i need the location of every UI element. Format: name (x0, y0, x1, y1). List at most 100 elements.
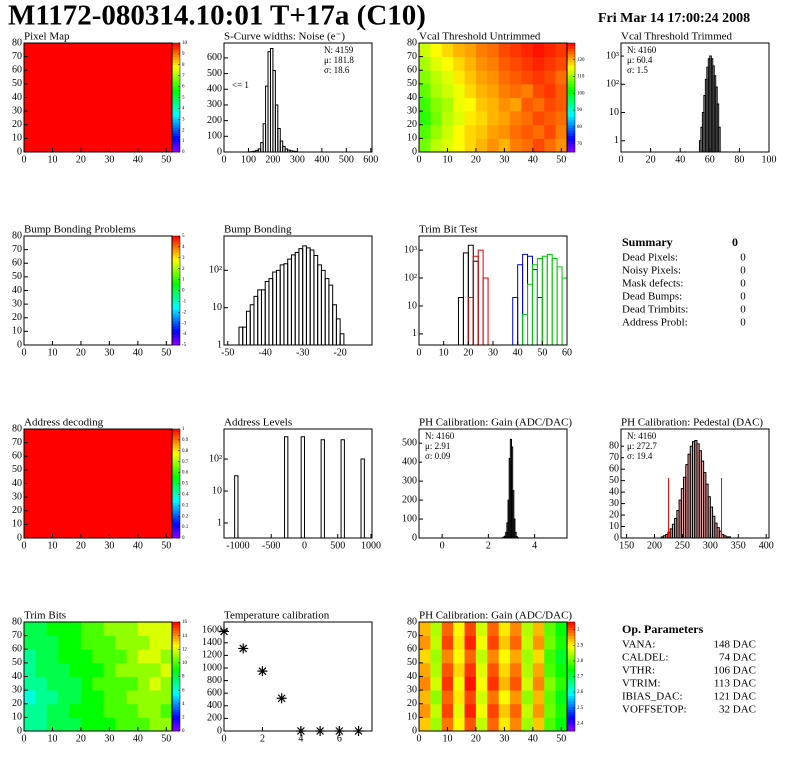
heatmap-cell (69, 717, 82, 732)
y-tick-label: 0 (217, 146, 222, 157)
heatmap-cell (430, 690, 443, 705)
y-tick-label: 60 (12, 258, 22, 269)
x-tick-label: 60 (705, 154, 715, 165)
y-tick-label: 10 (12, 712, 22, 723)
summary-label: Noisy Pixels: (622, 265, 681, 277)
heatmap-cell (453, 676, 465, 691)
palette-slice (172, 450, 180, 454)
heatmap-cell (80, 483, 93, 498)
palette-slice (172, 714, 180, 718)
heatmap-cell (532, 635, 545, 650)
heatmap-cell (487, 138, 500, 153)
y-tick-label: 10³ (404, 244, 417, 255)
heatmap-cell (487, 649, 500, 664)
heatmap-cell (464, 690, 477, 705)
heatmap-cell (419, 70, 431, 85)
heatmap-cell (430, 111, 443, 126)
x-tick-label: 300 (703, 540, 718, 551)
heatmap-cell (160, 622, 173, 637)
heatmap-cell (419, 111, 431, 126)
palette-tick-label: 0.4 (182, 493, 189, 498)
heatmap-cell (544, 138, 557, 153)
heatmap-cell (419, 703, 431, 718)
heatmap-cell (441, 111, 454, 126)
palette-tick-label: 12 (182, 647, 188, 652)
heatmap-cell (92, 510, 105, 525)
heatmap-cell (555, 676, 568, 691)
panel-title: Trim Bit Test (419, 224, 478, 236)
heatmap-cell (160, 83, 173, 98)
palette-slice (567, 94, 575, 98)
heatmap-cell (35, 70, 48, 85)
heatmap-cell (92, 717, 105, 732)
palette-slice (172, 315, 180, 319)
heatmap-cell (532, 676, 545, 691)
palette-slice (172, 246, 180, 251)
y-tick-label: 10³ (606, 50, 619, 61)
palette-slice (172, 135, 180, 139)
stats-entry: σ: 0.09 (425, 451, 451, 461)
timestamp: Fri Mar 14 17:00:24 2008 (598, 11, 750, 26)
palette-tick-label: 8 (182, 675, 185, 680)
heatmap-cell (58, 662, 70, 677)
heatmap-cell (58, 497, 70, 512)
heatmap-cell (430, 70, 443, 85)
heatmap-cell (544, 635, 557, 650)
x-tick-label: 20 (646, 154, 656, 165)
palette-tick-label: 110 (577, 75, 585, 80)
palette-slice (172, 535, 180, 539)
heatmap-cell (498, 649, 511, 664)
heatmap-cell (487, 43, 500, 58)
y-tick-label: 60 (12, 451, 22, 462)
heatmap-cell (475, 622, 488, 637)
heatmap-cell (24, 469, 36, 484)
plot-frame (418, 428, 568, 539)
heatmap-cell (498, 124, 511, 139)
palette-slice (172, 654, 180, 658)
heatmap-cell (137, 510, 150, 525)
heatmap-cell (126, 649, 139, 664)
palette-slice (567, 695, 575, 699)
palette-slice (172, 437, 180, 441)
palette-slice (567, 638, 575, 642)
star-marker (276, 693, 287, 704)
palette-slice (567, 665, 575, 669)
heatmap-cell (69, 635, 82, 650)
y-tick-label: 600 (207, 52, 222, 63)
palette-slice (172, 720, 180, 724)
heatmap-cell (35, 649, 48, 664)
heatmap-cell (498, 70, 511, 85)
y-tick-label: 20 (12, 312, 22, 323)
heatmap-cell (419, 649, 431, 664)
heatmap-cell (46, 717, 59, 732)
palette-slice (172, 119, 180, 123)
heatmap-cell (80, 717, 93, 732)
y-tick-label: 10² (209, 265, 222, 276)
heatmap-cell (475, 138, 488, 153)
palette-slice (172, 75, 180, 79)
heatmap-cell (24, 442, 36, 457)
heatmap-cell (58, 703, 70, 718)
x-tick-label: 200 (265, 154, 280, 165)
heatmap-cell (544, 43, 557, 58)
palette-slice (172, 72, 180, 77)
y-tick-label: 40 (407, 92, 417, 103)
panel-title: PH Calibration: Pedestal (DAC) (621, 417, 763, 429)
heatmap-cell (510, 717, 522, 732)
x-tick-label: 50 (537, 347, 547, 358)
heatmap-cell (80, 690, 93, 705)
y-tick-label: 30 (12, 491, 22, 502)
palette-slice (172, 236, 180, 240)
x-tick-label: 0 (440, 540, 445, 551)
palette-slice (172, 59, 180, 63)
palette-slice (172, 508, 180, 512)
palette-slice (172, 651, 180, 656)
heatmap-cell (137, 690, 150, 705)
heatmap-cell (160, 524, 173, 539)
heatmap-cell (24, 510, 36, 525)
heatmap-cell (35, 124, 48, 139)
heatmap-cell (35, 138, 48, 153)
heatmap-cell (103, 111, 116, 126)
palette-slice (172, 483, 180, 487)
heatmap-cell (80, 497, 93, 512)
